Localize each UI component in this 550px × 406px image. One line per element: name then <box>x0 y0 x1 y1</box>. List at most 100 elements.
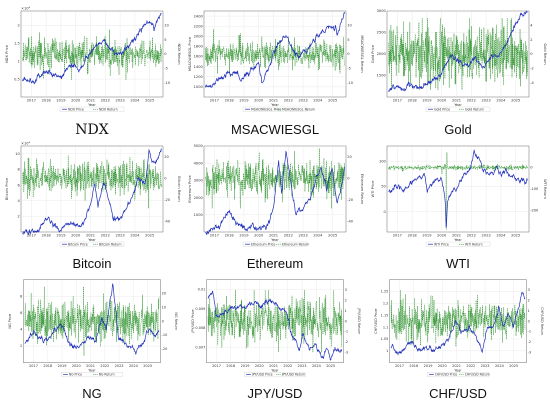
x-tick-label: 2025 <box>328 99 337 103</box>
y-left-tick-label: 1.15 <box>381 313 389 317</box>
y-left-tick-label: 2000 <box>377 52 387 56</box>
legend-box <box>59 241 125 247</box>
legend-label-price: Bitcoin Price <box>68 242 88 246</box>
y-right-tick-label: -1 <box>345 330 348 334</box>
series-price-ng <box>24 283 160 355</box>
legend-label-return: NDX Return <box>99 107 118 111</box>
series-return-ndx <box>22 29 162 80</box>
x-tick-label: 2019 <box>422 234 432 238</box>
y-left-tick-label: 4000 <box>194 161 204 165</box>
x-tick-label: 2018 <box>409 364 418 368</box>
y-left-tick-label: 100 <box>379 159 387 163</box>
x-axis-label: Year <box>271 368 279 372</box>
y-right-tick-label: -20 <box>164 198 171 202</box>
x-tick-label: 2021 <box>452 234 461 238</box>
y-right-tick-label: 0 <box>162 319 164 323</box>
y-right-tick-label: 2 <box>528 299 530 303</box>
series-return-bitcoin <box>22 155 162 209</box>
y-right-axis-label: NDX Return <box>177 44 181 65</box>
y-right-axis-label: WTI Return <box>543 179 547 199</box>
chart-panel-chfusd: 2017 2018 2019 2020 2021 2022 2023 2024 2025 1 1.0… <box>374 279 544 377</box>
x-tick-label: 2018 <box>225 234 235 238</box>
x-tick-label: 2019 <box>56 99 66 103</box>
x-tick-label: 2017 <box>393 99 402 103</box>
x-tick-label: 2017 <box>210 234 219 238</box>
legend-label-return: CHF/USD Return <box>465 372 490 376</box>
x-axis-label: Year <box>454 103 462 107</box>
legend-label-return: Bitcoin Return <box>99 242 122 246</box>
legend-box <box>425 241 491 247</box>
chart-panel-ethereum: 2017 2018 2019 2020 2021 2022 2023 2024 2025 1000… <box>188 144 364 247</box>
y-left-tick-label: 3000 <box>377 9 387 13</box>
legend-label-price: NDX Price <box>68 107 84 111</box>
y-left-axis-label: Bitcoin Price <box>5 177 9 200</box>
x-tick-label: 2018 <box>225 99 235 103</box>
y-right-tick-label: -5 <box>164 67 168 71</box>
legend-label-price: CHF/USD Price <box>435 372 457 376</box>
x-tick-label: 2024 <box>129 364 139 368</box>
y-left-tick-label: 1800 <box>194 45 204 49</box>
y-left-tick-label: 1.1 <box>383 325 389 329</box>
y-left-tick-label: 2000 <box>194 34 204 38</box>
y-right-tick-label: -10 <box>164 81 171 85</box>
x-tick-label: 2017 <box>212 364 221 368</box>
y-left-tick-label: 1400 <box>194 65 204 69</box>
x-tick-label: 2022 <box>467 234 476 238</box>
legend-label-return: NG Return <box>99 372 115 376</box>
x-tick-label: 2024 <box>495 364 505 368</box>
y-right-tick-label: 20 <box>164 155 169 159</box>
x-tick-label: 2019 <box>56 234 66 238</box>
y-right-tick-label: 0 <box>164 176 167 180</box>
x-tick-label: 2018 <box>43 364 52 368</box>
x-tick-label: 2025 <box>511 99 520 103</box>
legend-box <box>427 372 489 377</box>
x-tick-label: 2020 <box>438 364 447 368</box>
y-left-tick-label: 1000 <box>194 85 204 89</box>
y-left-tick-label: 2500 <box>377 31 387 35</box>
x-tick-label: 2021 <box>86 234 95 238</box>
y-right-tick-label: 0 <box>347 52 350 56</box>
y-left-tick-label: 0.5 <box>14 77 20 81</box>
x-tick-label: 2025 <box>145 234 154 238</box>
legend-label-return: MSACWIESGL Return <box>282 107 315 111</box>
x-tick-label: 2023 <box>298 364 307 368</box>
chart-panel-ndx: 2017 2018 2019 2020 2021 2022 2023 2024 2025 0.5 1… <box>5 7 181 112</box>
y-right-tick-label: -2 <box>528 340 531 344</box>
x-tick-label: 2022 <box>467 99 476 103</box>
x-tick-label: 2022 <box>284 99 293 103</box>
series-price-msacwiesgl <box>205 12 345 89</box>
y-right-tick-label: 10 <box>164 24 169 28</box>
y-right-tick-label: -10 <box>162 333 168 337</box>
x-tick-label: 2019 <box>241 364 250 368</box>
y-right-tick-label: 0 <box>345 319 347 323</box>
y-right-tick-label: 20 <box>347 155 352 159</box>
chart-panel-wti: 2017 2018 2019 2020 2021 2022 2023 2024 2025 0 50 1… <box>371 145 547 247</box>
x-axis-label: Year <box>88 368 96 372</box>
y-right-tick-label: -100 <box>530 187 539 191</box>
x-tick-label: 2023 <box>482 234 491 238</box>
chart-panel-ng: 2017 2018 2019 2020 2021 2022 2023 2024 2025 2 4 6 8… <box>8 279 178 377</box>
y-right-tick-label: 0 <box>164 52 167 56</box>
x-tick-label: 2023 <box>482 99 491 103</box>
caption-jpyusd: JPY/USD <box>247 386 303 401</box>
legend-box <box>59 106 125 112</box>
caption-chfusd: CHF/USD <box>429 386 487 401</box>
x-tick-label: 2021 <box>86 364 95 368</box>
y-left-tick-label: 6 <box>20 311 22 315</box>
x-tick-label: 2025 <box>509 364 518 368</box>
x-tick-label: 2017 <box>395 364 404 368</box>
y-right-tick-label: -1 <box>528 330 531 334</box>
x-tick-label: 2025 <box>145 99 154 103</box>
y-right-axis-label: MSACWIESGL Return <box>360 35 364 72</box>
legend-label-return: WTI Return <box>465 242 483 246</box>
y-left-exponent: ×10⁴ <box>21 7 31 11</box>
x-tick-label: 2023 <box>481 364 490 368</box>
x-tick-label: 2018 <box>408 99 418 103</box>
y-right-tick-label: -3 <box>528 350 531 354</box>
chart-panel-gold: 2017 2018 2019 2020 2021 2022 2023 2024 2025 1500… <box>371 9 547 112</box>
x-tick-label: 2023 <box>116 234 125 238</box>
x-tick-label: 2017 <box>29 364 38 368</box>
y-left-tick-label: 4 <box>18 199 21 203</box>
x-axis-label: Year <box>271 238 279 242</box>
